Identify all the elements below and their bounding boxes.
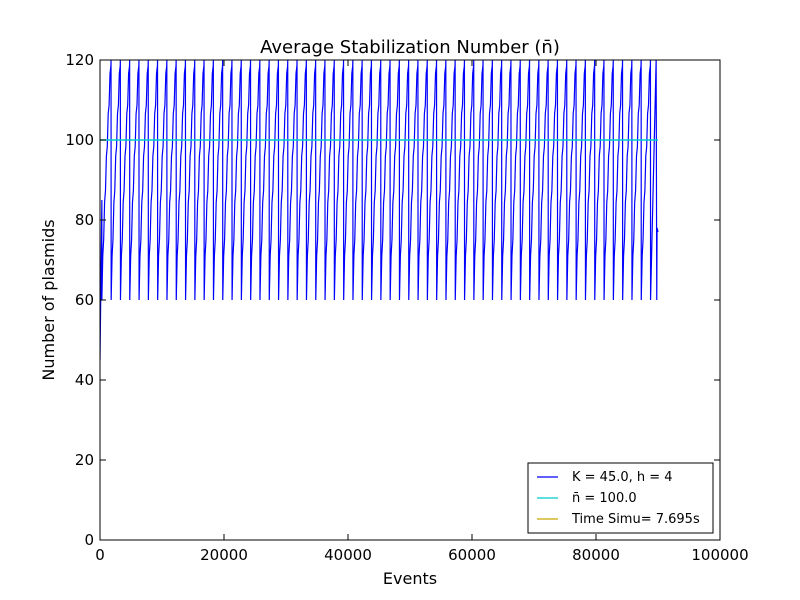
y-tick-label: 40 (75, 371, 94, 389)
y-tick-label: 80 (75, 211, 94, 229)
y-tick-label: 100 (65, 131, 94, 149)
legend-label: n̄ = 100.0 (572, 491, 637, 506)
legend: K = 45.0, h = 4 n̄ = 100.0 Time Simu= 7.… (527, 462, 714, 534)
y-tick-label: 20 (75, 451, 94, 469)
x-axis: 0 20000 40000 60000 80000 100000 (95, 60, 749, 564)
x-tick-label: 20000 (200, 546, 248, 564)
y-tick-label: 0 (84, 531, 94, 549)
y-tick-label: 120 (65, 51, 94, 69)
legend-box (527, 462, 714, 534)
x-tick-label: 0 (95, 546, 105, 564)
x-axis-label: Events (383, 569, 437, 588)
legend-label: Time Simu= 7.695s (571, 512, 700, 527)
y-tick-label: 60 (75, 291, 94, 309)
legend-entry: K = 45.0, h = 4 (537, 470, 673, 485)
legend-entry: Time Simu= 7.695s (537, 512, 700, 527)
x-tick-label: 60000 (448, 546, 496, 564)
x-tick-label: 80000 (572, 546, 620, 564)
chart-title: Average Stabilization Number (n̄) (260, 37, 560, 58)
y-axis-label: Number of plasmids (39, 219, 58, 380)
legend-entry: n̄ = 100.0 (537, 491, 637, 506)
x-tick-label: 40000 (324, 546, 372, 564)
legend-label: K = 45.0, h = 4 (572, 470, 673, 485)
series-line-k45 (100, 60, 659, 361)
y-axis: 0 20 40 60 80 100 120 (65, 51, 720, 549)
x-tick-label: 100000 (691, 546, 748, 564)
